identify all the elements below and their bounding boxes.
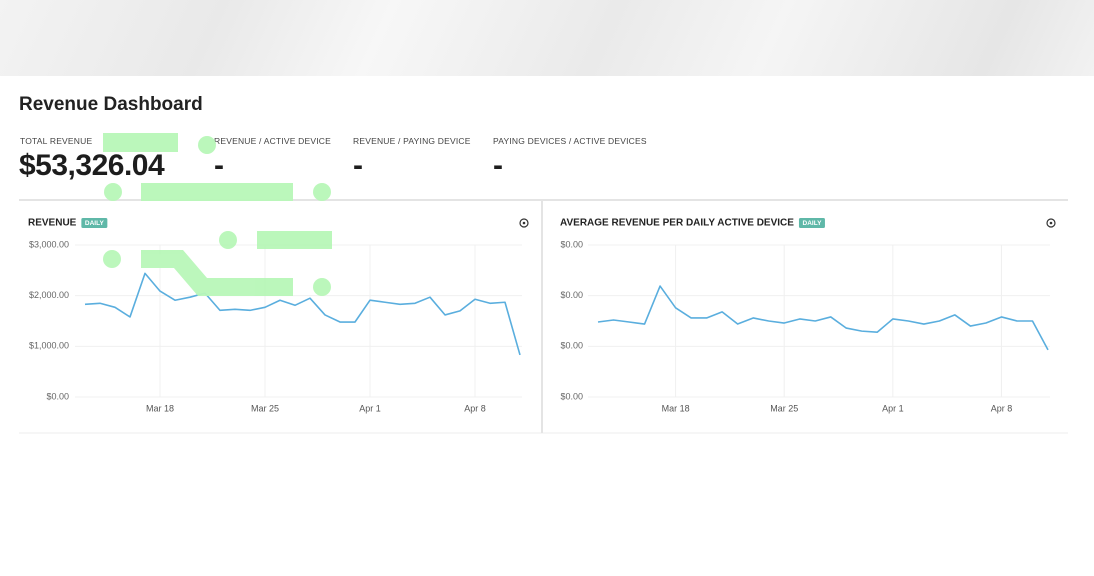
data-line — [84, 272, 521, 356]
badge-label: DAILY — [85, 220, 105, 227]
dashboard-title: Revenue Dashboard — [19, 94, 203, 115]
y-tick-label: $2,000.00 — [29, 290, 69, 300]
y-tick-label: $0.00 — [46, 391, 69, 401]
metric-value: - — [353, 149, 363, 182]
metric-label: REVENUE / ACTIVE DEVICE — [214, 136, 332, 146]
x-tick-label: Mar 18 — [146, 403, 174, 413]
metric-value: - — [493, 149, 503, 182]
x-tick-label: Apr 8 — [991, 403, 1013, 413]
metric-label: TOTAL REVENUE — [20, 136, 93, 146]
x-tick-label: Mar 25 — [770, 403, 798, 413]
background-band — [0, 0, 1094, 76]
y-tick-label: $3,000.00 — [29, 239, 69, 249]
chart-title: REVENUE — [28, 218, 77, 229]
x-tick-label: Apr 1 — [882, 403, 904, 413]
x-tick-label: Apr 8 — [464, 403, 486, 413]
y-tick-label: $0.00 — [560, 290, 583, 300]
dashboard-sheet — [12, 76, 1094, 576]
data-line — [597, 285, 1049, 351]
y-tick-label: $1,000.00 — [29, 341, 69, 351]
chart-panel: AVERAGE REVENUE PER DAILY ACTIVE DEVICE D… — [560, 218, 1050, 413]
options-icon[interactable] — [1046, 218, 1056, 228]
metric-value: - — [214, 149, 224, 182]
metric-value: $53,326.04 — [19, 149, 165, 182]
chart-title: AVERAGE REVENUE PER DAILY ACTIVE DEVICE — [560, 218, 794, 229]
badge-label: DAILY — [803, 220, 823, 227]
badge — [798, 218, 825, 228]
x-tick-label: Apr 1 — [359, 403, 381, 413]
y-tick-label: $0.00 — [560, 239, 583, 249]
metric-label: REVENUE / PAYING DEVICE — [353, 136, 471, 146]
chart-panel: REVENUE DAILY $0.00 $1,000.00 $2,000.00 $3,00… — [28, 218, 522, 413]
x-tick-label: Mar 18 — [662, 403, 690, 413]
x-tick-label: Mar 25 — [251, 403, 279, 413]
options-icon[interactable] — [519, 218, 529, 228]
y-tick-label: $0.00 — [560, 391, 583, 401]
y-tick-label: $0.00 — [560, 341, 583, 351]
metric-label: PAYING DEVICES / ACTIVE DEVICES — [493, 136, 647, 146]
badge — [81, 218, 108, 228]
